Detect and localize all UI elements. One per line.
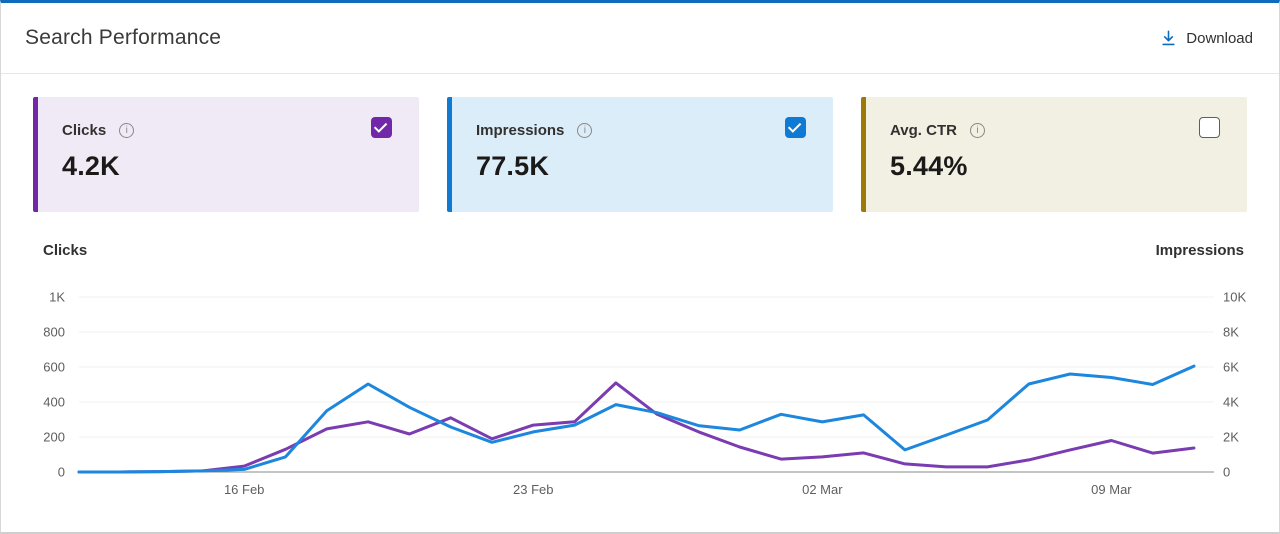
page-title: Search Performance [25,26,222,49]
avg-ctr-card-value: 5.44% [890,151,968,181]
svg-text:1K: 1K [49,290,65,305]
svg-text:600: 600 [43,360,65,375]
svg-text:23 Feb: 23 Feb [513,482,553,497]
header: Search Performance Download [1,3,1279,74]
left-axis-title: Clicks [43,242,88,259]
chart-axis-titles: Clicks Impressions [43,242,1244,262]
svg-text:800: 800 [43,325,65,340]
impressions-card-label: Impressions [476,122,565,139]
metric-card-avg-ctr[interactable]: Avg. CTR 5.44% [861,97,1247,212]
svg-text:400: 400 [43,395,65,410]
svg-text:16 Feb: 16 Feb [224,482,264,497]
svg-text:8K: 8K [1223,325,1239,340]
svg-text:4K: 4K [1223,395,1239,410]
svg-text:02 Mar: 02 Mar [802,482,843,497]
svg-text:200: 200 [43,430,65,445]
clicks-card-label: Clicks [62,122,107,139]
svg-text:6K: 6K [1223,360,1239,375]
clicks-checkbox[interactable] [371,117,392,138]
svg-text:2K: 2K [1223,430,1239,445]
avg-ctr-card-label: Avg. CTR [890,122,957,139]
info-icon[interactable] [119,123,135,138]
metric-card-impressions[interactable]: Impressions 77.5K [447,97,833,212]
svg-text:10K: 10K [1223,290,1246,305]
info-icon[interactable] [577,123,593,138]
info-icon[interactable] [969,123,985,138]
download-icon [1160,29,1177,47]
svg-text:0: 0 [58,465,65,480]
clicks-card-value: 4.2K [62,151,120,181]
avg-ctr-checkbox[interactable] [1199,117,1220,138]
metric-cards: Clicks 4.2K Impressions 77.5K Avg. CTR 5… [33,97,1247,212]
svg-text:09 Mar: 09 Mar [1091,482,1132,497]
impressions-checkbox[interactable] [785,117,806,138]
download-label: Download [1186,29,1253,47]
right-axis-title: Impressions [1155,242,1244,259]
metric-card-clicks[interactable]: Clicks 4.2K [33,97,419,212]
impressions-card-value: 77.5K [476,151,550,181]
download-button[interactable]: Download [1160,30,1253,47]
performance-chart[interactable]: 0 0 200 2K 400 4K 600 6K 800 8K 1K 10K 16 Feb 23 Feb 0… [1,270,1280,510]
svg-text:0: 0 [1223,465,1230,480]
